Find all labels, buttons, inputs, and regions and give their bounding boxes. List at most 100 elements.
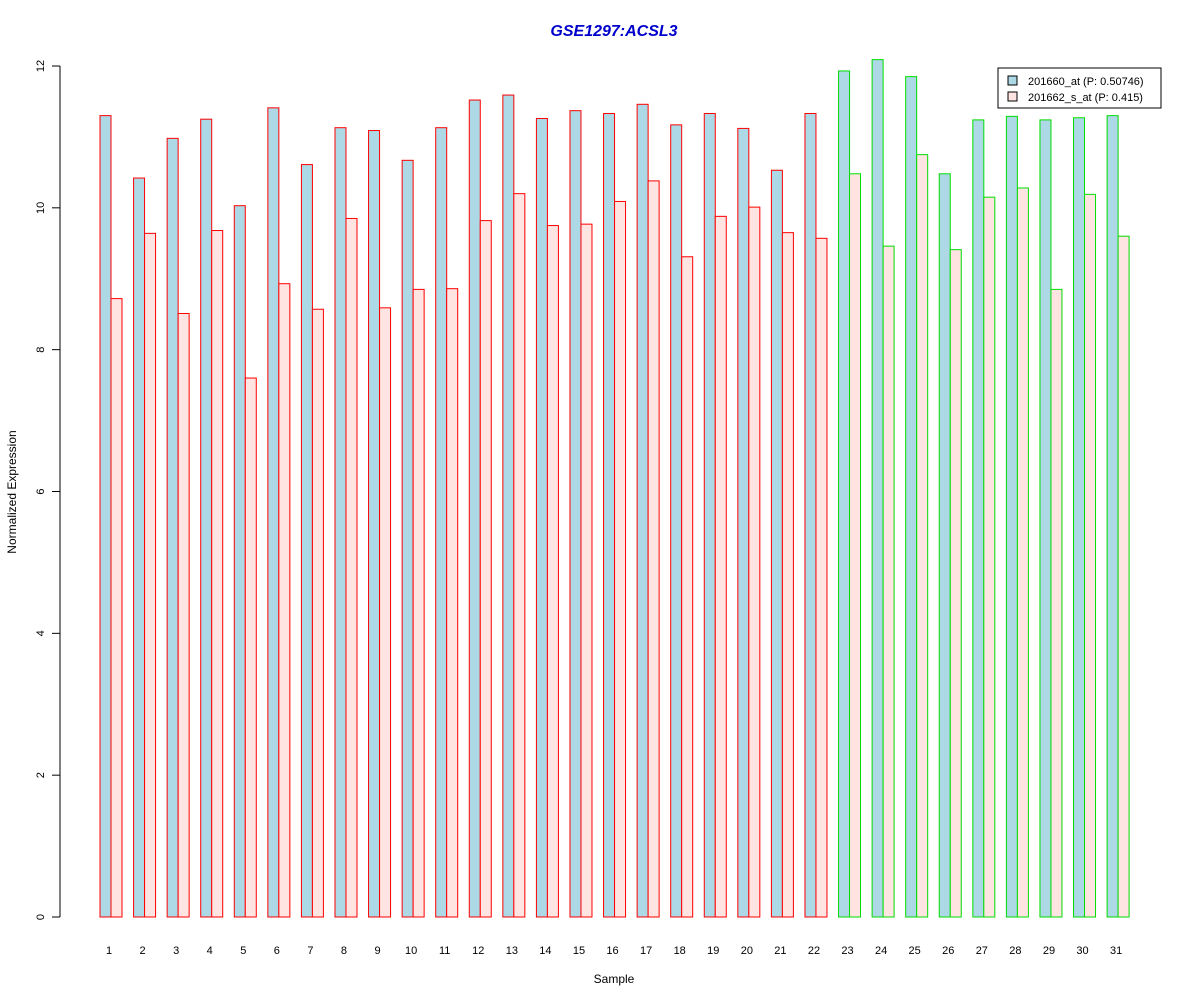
x-tick-label: 25 bbox=[909, 945, 921, 957]
y-tick-label: 8 bbox=[35, 347, 47, 353]
x-tick-label: 23 bbox=[841, 945, 853, 957]
bar-201662-s-at bbox=[244, 377, 257, 918]
bar-201662-s-at bbox=[513, 193, 526, 918]
x-tick-label: 7 bbox=[307, 945, 313, 957]
y-tick-label: 2 bbox=[35, 772, 47, 778]
y-axis-title: Normalized Expression bbox=[5, 430, 19, 553]
legend-swatch bbox=[1007, 75, 1018, 86]
bar-201662-s-at bbox=[1117, 235, 1130, 918]
x-tick-label: 15 bbox=[573, 945, 585, 957]
bar-201660-at bbox=[435, 127, 448, 918]
x-tick-label: 3 bbox=[173, 945, 179, 957]
chart-title: GSE1297:ACSL3 bbox=[550, 23, 677, 40]
x-tick-label: 6 bbox=[274, 945, 280, 957]
x-axis-title: Sample bbox=[594, 972, 635, 986]
bar-201662-s-at bbox=[278, 283, 291, 918]
bar-201662-s-at bbox=[479, 220, 492, 918]
bar-201660-at bbox=[569, 110, 582, 918]
bars-layer: 1 2 3 4 5 6 7 8 9 10 11 12 13 14 15 16 17 18 19 20 21 22 23 24 2… bbox=[99, 59, 1130, 957]
legend-swatch bbox=[1007, 91, 1018, 102]
bar-201660-at bbox=[737, 127, 750, 918]
bar-201662-s-at bbox=[614, 200, 627, 918]
bar-201660-at bbox=[334, 127, 347, 918]
y-tick-label: 12 bbox=[35, 60, 47, 72]
bar-201662-s-at bbox=[882, 245, 895, 918]
legend-label: 201660_at (P: 0.50746) bbox=[1028, 76, 1144, 88]
x-tick-label: 11 bbox=[439, 945, 450, 957]
bar-201660-at bbox=[233, 205, 246, 918]
bar-201662-s-at bbox=[110, 298, 123, 918]
bar-201662-s-at bbox=[781, 232, 794, 918]
bar-201660-at bbox=[770, 169, 783, 918]
y-tick-label: 10 bbox=[35, 202, 47, 214]
bar-201660-at bbox=[535, 117, 548, 918]
bar-201662-s-at bbox=[681, 256, 694, 918]
bar-201660-at bbox=[300, 164, 313, 918]
bar-201662-s-at bbox=[1050, 288, 1063, 918]
legend: 201660_at (P: 0.50746) 201662_s_at (P: 0.… bbox=[997, 67, 1162, 109]
x-tick-label: 12 bbox=[472, 945, 484, 957]
x-tick-label: 28 bbox=[1009, 945, 1021, 957]
x-tick-label: 20 bbox=[741, 945, 753, 957]
y-tick-label: 0 bbox=[35, 914, 47, 920]
bar-201660-at bbox=[1039, 119, 1052, 918]
bar-201662-s-at bbox=[849, 173, 862, 918]
bar-201660-at bbox=[200, 118, 213, 918]
bar-201660-at bbox=[938, 173, 951, 918]
bar-201662-s-at bbox=[546, 225, 559, 918]
bar-201662-s-at bbox=[379, 307, 392, 918]
bar-201662-s-at bbox=[815, 237, 828, 918]
bar-201660-at bbox=[603, 113, 616, 918]
x-tick-label: 5 bbox=[240, 945, 246, 957]
bar-201660-at bbox=[99, 115, 112, 918]
x-tick-label: 31 bbox=[1110, 945, 1122, 957]
bar-201660-at bbox=[1106, 115, 1119, 918]
bar-201662-s-at bbox=[949, 249, 962, 918]
bar-201660-at bbox=[166, 137, 179, 918]
bar-201660-at bbox=[804, 113, 817, 918]
legend-box bbox=[997, 67, 1162, 109]
bar-201662-s-at bbox=[311, 308, 324, 918]
bar-201662-s-at bbox=[580, 223, 593, 918]
bar-201660-at bbox=[670, 124, 683, 918]
x-tick-label: 22 bbox=[808, 945, 820, 957]
x-tick-label: 14 bbox=[539, 945, 551, 957]
x-tick-label: 26 bbox=[942, 945, 954, 957]
bar-201660-at bbox=[703, 113, 716, 918]
bar-201660-at bbox=[267, 107, 280, 918]
x-tick-label: 19 bbox=[707, 945, 719, 957]
x-tick-label: 10 bbox=[405, 945, 417, 957]
bar-201662-s-at bbox=[177, 312, 190, 918]
bar-201662-s-at bbox=[211, 230, 224, 918]
bar-201662-s-at bbox=[647, 180, 660, 918]
x-tick-label: 2 bbox=[140, 945, 146, 957]
x-tick-label: 17 bbox=[640, 945, 652, 957]
bar-201660-at bbox=[368, 130, 381, 918]
axes-layer: 0 2 4 6 8 10 12 bbox=[35, 60, 61, 920]
x-tick-label: 4 bbox=[207, 945, 213, 957]
bar-201662-s-at bbox=[446, 288, 459, 918]
bar-201660-at bbox=[972, 119, 985, 918]
y-tick-label: 4 bbox=[35, 630, 47, 636]
bar-201662-s-at bbox=[916, 154, 929, 918]
x-tick-label: 1 bbox=[106, 945, 112, 957]
x-tick-label: 27 bbox=[976, 945, 988, 957]
bar-201662-s-at bbox=[345, 217, 358, 918]
x-tick-label: 16 bbox=[606, 945, 618, 957]
bar-201662-s-at bbox=[983, 196, 996, 918]
bar-201660-at bbox=[502, 94, 515, 918]
bar-201660-at bbox=[905, 76, 918, 918]
bar-201660-at bbox=[871, 59, 884, 918]
x-tick-label: 13 bbox=[506, 945, 518, 957]
x-tick-label: 8 bbox=[341, 945, 347, 957]
bar-201662-s-at bbox=[412, 288, 425, 918]
bar-201660-at bbox=[1073, 117, 1086, 918]
bar-201662-s-at bbox=[714, 215, 727, 918]
bar-201660-at bbox=[401, 159, 414, 918]
bar-201662-s-at bbox=[1016, 187, 1029, 918]
bar-201662-s-at bbox=[1084, 193, 1097, 918]
bar-201662-s-at bbox=[144, 232, 157, 918]
bar-201660-at bbox=[133, 177, 146, 918]
y-tick-label: 6 bbox=[35, 488, 47, 494]
